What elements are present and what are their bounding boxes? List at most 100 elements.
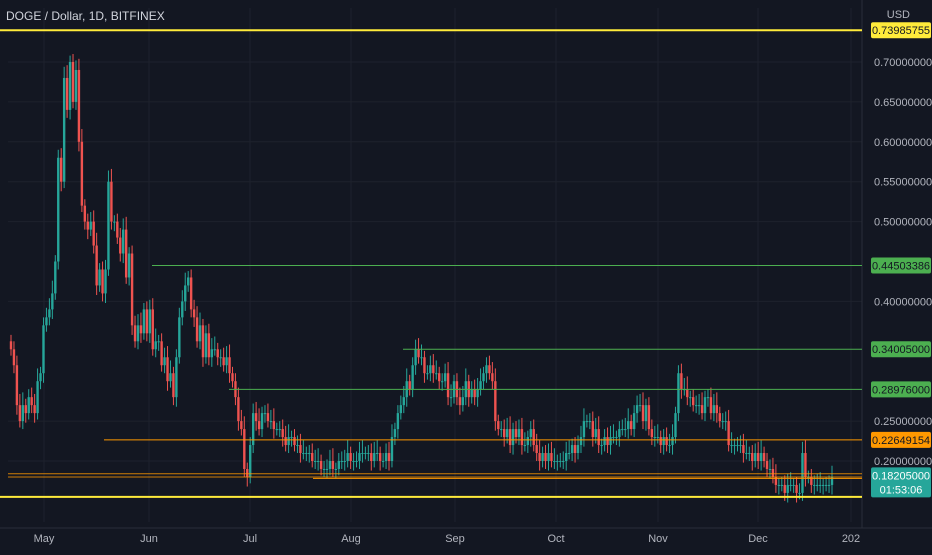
- candle-body: [786, 484, 789, 493]
- candle-body: [544, 453, 547, 461]
- candle-body: [505, 429, 509, 438]
- candle-body: [479, 381, 482, 390]
- candle-body: [163, 357, 166, 366]
- candle-body: [251, 413, 255, 446]
- candle-body: [145, 309, 149, 334]
- candle-body: [402, 397, 405, 406]
- candle-body: [736, 445, 739, 447]
- candle-body: [361, 453, 364, 455]
- x-tick-label: Oct: [547, 533, 564, 545]
- candle-body: [376, 453, 379, 455]
- candle-body: [169, 373, 172, 382]
- candle-body: [813, 484, 816, 486]
- candle-body: [42, 325, 45, 374]
- candle-body: [340, 461, 343, 462]
- candle-body: [263, 413, 267, 415]
- candle-body: [426, 373, 429, 375]
- candle-body: [665, 437, 668, 446]
- candle-body: [240, 421, 243, 430]
- candle-body: [461, 397, 465, 406]
- candle-body: [526, 437, 530, 446]
- candle-body: [30, 397, 33, 406]
- candle-body: [364, 453, 367, 455]
- candle-body: [603, 437, 606, 446]
- candle-body: [429, 365, 432, 374]
- price-label-text: 0.73985755: [872, 25, 930, 37]
- candle-body: [523, 445, 527, 447]
- y-tick-label: 0.65000000: [874, 97, 932, 109]
- candle-body: [824, 484, 828, 486]
- y-tick-label: 0.20000000: [874, 456, 932, 468]
- price-label-box: [871, 431, 931, 448]
- y-tick-label: 0.40000000: [874, 296, 932, 308]
- candle-body: [414, 349, 417, 366]
- candle-body: [635, 405, 639, 414]
- candle-body: [243, 429, 246, 469]
- candle-body: [195, 317, 199, 342]
- candle-body: [148, 309, 152, 334]
- candle-body: [818, 484, 822, 486]
- candle-body: [662, 437, 665, 446]
- candle-body: [272, 421, 276, 430]
- countdown-text: 01:53:06: [880, 484, 923, 496]
- candle-body: [804, 453, 807, 477]
- candle-body: [133, 325, 137, 342]
- candle-body: [367, 453, 370, 455]
- candle-body: [497, 421, 500, 430]
- y-tick-label: 0.50000000: [874, 217, 932, 229]
- candle-body: [612, 437, 615, 439]
- candle-body: [724, 421, 727, 423]
- candle-body: [411, 365, 414, 390]
- candle-body: [600, 445, 603, 447]
- candle-body: [290, 437, 293, 439]
- candle-body: [172, 373, 175, 398]
- candle-body: [500, 429, 503, 431]
- candle-body: [562, 461, 565, 462]
- candle-body: [644, 405, 648, 422]
- price-label-box: [871, 381, 931, 398]
- candle-body: [629, 421, 633, 430]
- candle-body: [48, 309, 51, 318]
- candle-body: [792, 484, 795, 486]
- candle-body: [638, 405, 642, 407]
- candle-body: [334, 468, 338, 470]
- candle-body: [157, 341, 160, 343]
- candle-body: [801, 453, 804, 493]
- candle-body: [210, 349, 214, 358]
- candle-body: [278, 429, 281, 431]
- candle-body: [86, 221, 89, 230]
- candle-body: [789, 484, 792, 486]
- candle-body: [266, 413, 270, 422]
- candle-body: [36, 381, 39, 414]
- candle-body: [68, 62, 72, 110]
- candle-body: [709, 397, 713, 414]
- candle-body: [730, 445, 733, 447]
- candle-body: [502, 429, 506, 438]
- candle-body: [89, 221, 92, 230]
- candle-body: [488, 365, 491, 374]
- symbol-title[interactable]: DOGE / Dollar, 1D, BITFINEX: [6, 9, 165, 23]
- candle-body: [491, 373, 494, 382]
- candle-body: [39, 373, 42, 382]
- candle-body: [9, 341, 13, 350]
- candle-body: [122, 229, 125, 254]
- candle-body: [565, 453, 568, 461]
- candle-body: [201, 325, 205, 358]
- candle-body: [582, 421, 586, 438]
- candle-body: [446, 373, 450, 398]
- candle-body: [420, 357, 423, 359]
- candle-body: [98, 269, 101, 286]
- candle-body: [257, 421, 261, 430]
- candle-body: [408, 381, 411, 390]
- candle-body: [370, 453, 373, 461]
- candle-body: [71, 62, 75, 102]
- candle-body: [627, 421, 630, 430]
- candle-body: [458, 397, 462, 406]
- candle-body: [65, 77, 69, 110]
- candle-body: [485, 365, 488, 374]
- candle-body: [624, 429, 627, 431]
- candle-body: [641, 405, 645, 422]
- candle-body: [553, 461, 556, 462]
